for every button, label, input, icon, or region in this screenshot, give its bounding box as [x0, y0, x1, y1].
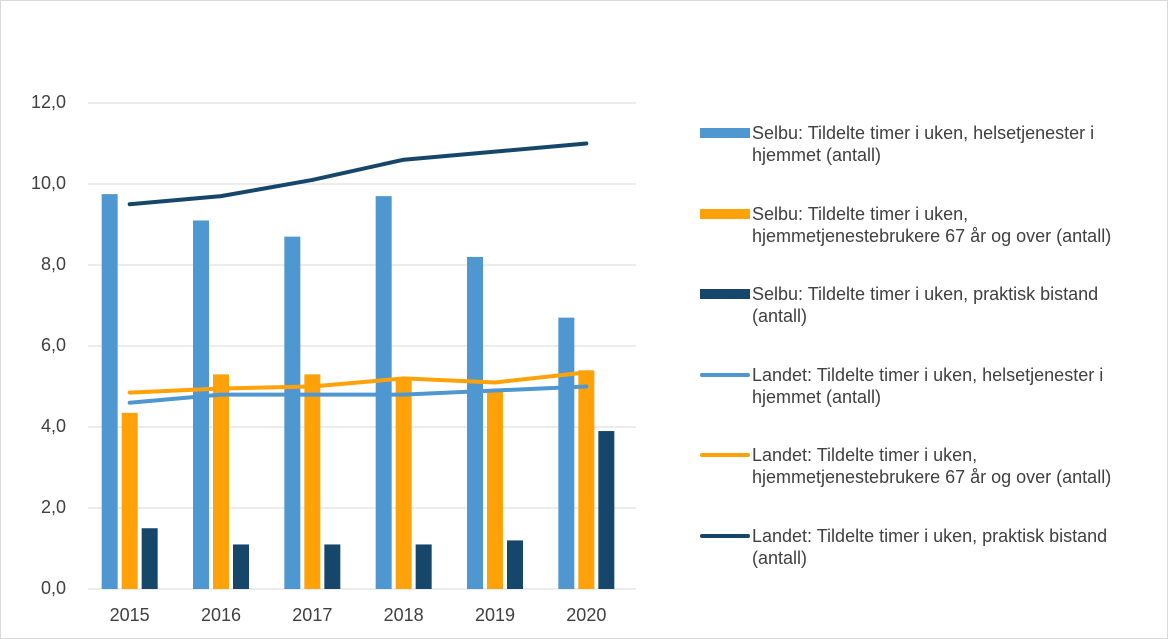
legend-entry: Selbu: Tildelte timer i uken, hjemmetjen… — [700, 203, 1160, 247]
x-tick-label: 2018 — [384, 605, 424, 625]
legend-icon — [700, 283, 752, 305]
legend-entry: Landet: Tildelte timer i uken, hjemmetje… — [700, 444, 1160, 488]
y-tick-label: 0,0 — [41, 578, 66, 598]
legend-entry: Selbu: Tildelte timer i uken, helsetjene… — [700, 122, 1160, 166]
bar — [101, 194, 118, 589]
bar — [578, 370, 595, 589]
x-tick-label: 2016 — [201, 605, 241, 625]
legend-label: Landet: Tildelte timer i uken, praktisk … — [752, 525, 1108, 568]
x-tick-label: 2019 — [475, 605, 515, 625]
legend-swatch — [700, 128, 750, 138]
line — [127, 384, 589, 405]
y-tick-label: 2,0 — [41, 497, 66, 517]
legend-entry: Landet: Tildelte timer i uken, helsetjen… — [700, 364, 1160, 408]
y-tick-label: 12,0 — [31, 92, 66, 112]
bar — [304, 374, 321, 589]
bar — [558, 317, 575, 589]
legend-swatch — [700, 533, 750, 538]
legend-swatch — [700, 289, 750, 299]
bar — [507, 540, 523, 589]
bar — [487, 390, 503, 589]
legend-swatch — [700, 372, 750, 377]
x-tick-label: 2020 — [566, 605, 606, 625]
y-tick-label: 4,0 — [41, 416, 66, 436]
y-tick-label: 6,0 — [41, 335, 66, 355]
bar — [121, 412, 138, 589]
bar — [141, 528, 158, 589]
bar — [598, 431, 615, 589]
legend-icon — [700, 364, 752, 386]
bar — [233, 544, 249, 589]
bar — [284, 236, 301, 589]
legend-label: Selbu: Tildelte timer i uken, praktisk b… — [752, 284, 1099, 326]
x-tick-label: 2017 — [292, 605, 332, 625]
bar — [375, 196, 392, 589]
y-tick-label: 8,0 — [41, 254, 66, 274]
bar — [415, 544, 432, 589]
legend-icon — [700, 444, 752, 466]
legend-label: Selbu: Tildelte timer i uken, hjemmetjen… — [752, 203, 1112, 246]
legend-icon — [700, 203, 752, 225]
legend-entry: Selbu: Tildelte timer i uken, praktisk b… — [700, 283, 1160, 327]
legend-icon — [700, 525, 752, 547]
legend-swatch — [700, 208, 750, 219]
legend-swatch — [700, 453, 750, 457]
bar — [324, 544, 341, 589]
legend-entry: Landet: Tildelte timer i uken, praktisk … — [700, 525, 1160, 569]
line — [127, 141, 589, 207]
legend-icon — [700, 122, 752, 144]
legend-label: Landet: Tildelte timer i uken, helsetjen… — [752, 364, 1104, 407]
y-tick-label: 10,0 — [31, 173, 66, 193]
bar — [213, 374, 229, 589]
bar — [193, 220, 209, 589]
bar — [395, 378, 412, 589]
bar — [467, 256, 483, 589]
x-tick-label: 2015 — [110, 605, 150, 625]
legend-label: Landet: Tildelte timer i uken, hjemmetje… — [752, 445, 1112, 487]
legend-label: Selbu: Tildelte timer i uken, helsetjene… — [752, 123, 1095, 165]
line — [127, 370, 589, 395]
